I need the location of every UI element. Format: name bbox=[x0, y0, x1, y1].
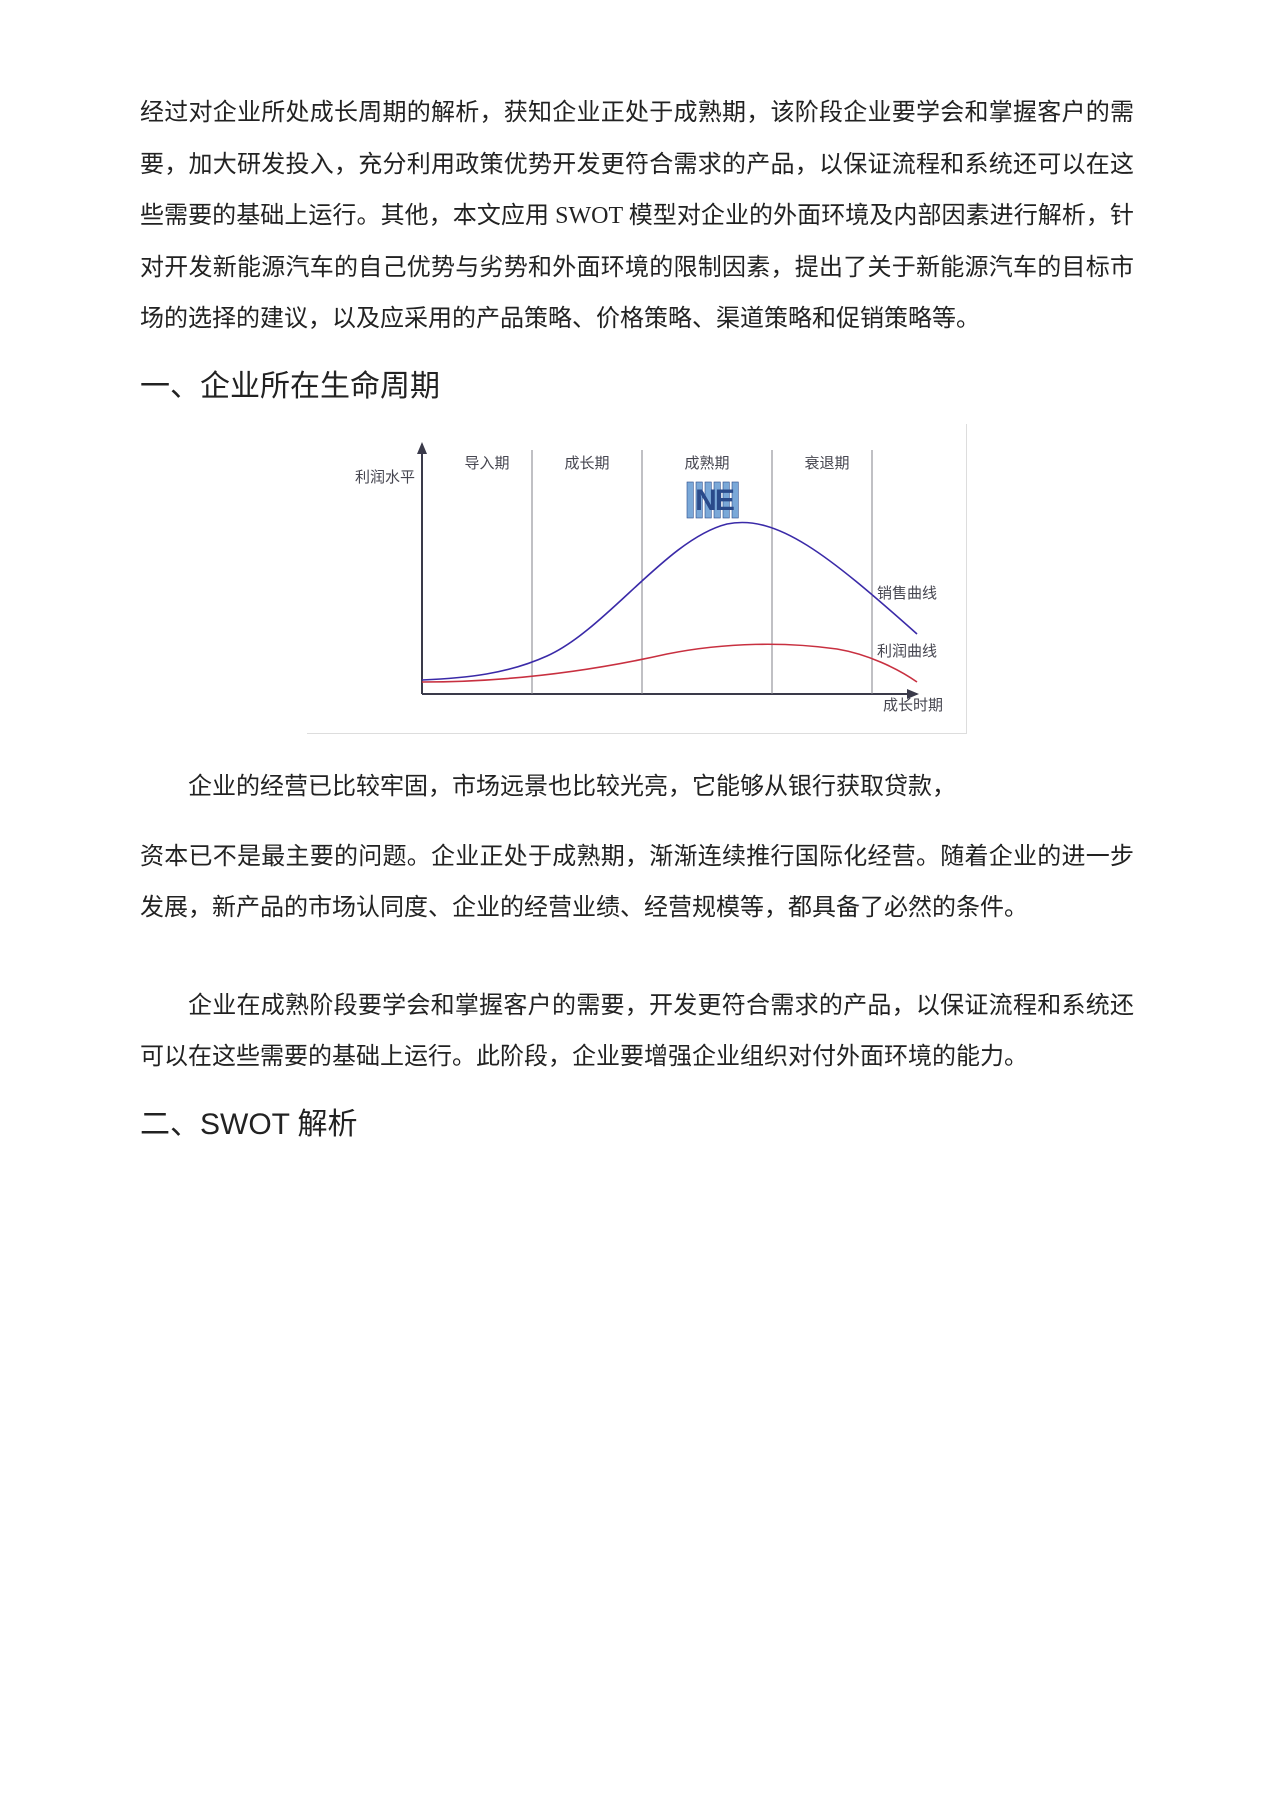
svg-text:销售曲线: 销售曲线 bbox=[877, 585, 937, 602]
section-1-para-3: 企业在成熟阶段要学会和掌握客户的需要，开发更符合需求的产品，以保证流程和系统还可… bbox=[140, 981, 1134, 1084]
section-2-heading-prefix: 二、 bbox=[140, 1108, 200, 1141]
svg-text:成长期: 成长期 bbox=[564, 455, 609, 472]
intro-paragraph: 经过对企业所处成长周期的解析，获知企业正处于成熟期，该阶段企业要学会和掌握客户的… bbox=[140, 88, 1134, 346]
lifecycle-chart: 导入期 成长期 成熟期 衰退期利润水平成长时期 销售曲线利润曲线 NE bbox=[307, 424, 967, 734]
svg-text:利润曲线: 利润曲线 bbox=[877, 643, 937, 660]
svg-text:利润水平: 利润水平 bbox=[355, 469, 415, 486]
svg-text:衰退期: 衰退期 bbox=[804, 455, 849, 472]
svg-text:导入期: 导入期 bbox=[464, 455, 509, 472]
section-1-heading: 一、企业所在生命周期 bbox=[140, 360, 1134, 414]
svg-text:成长时期: 成长时期 bbox=[883, 697, 943, 714]
svg-text:成熟期: 成熟期 bbox=[684, 455, 729, 472]
section-2-heading: 二、SWOT 解析 bbox=[140, 1098, 1134, 1152]
svg-text:NE: NE bbox=[695, 484, 734, 517]
section-1-para-2: 资本已不是最主要的问题。企业正处于成熟期，渐渐连续推行国际化经营。随着企业的进一… bbox=[140, 832, 1134, 935]
section-2-heading-latin: SWOT bbox=[200, 1108, 290, 1141]
section-1-para-1: 企业的经营已比较牢固，市场远景也比较光亮，它能够从银行获取贷款， bbox=[140, 762, 1134, 814]
section-2-heading-suffix: 解析 bbox=[290, 1108, 358, 1141]
